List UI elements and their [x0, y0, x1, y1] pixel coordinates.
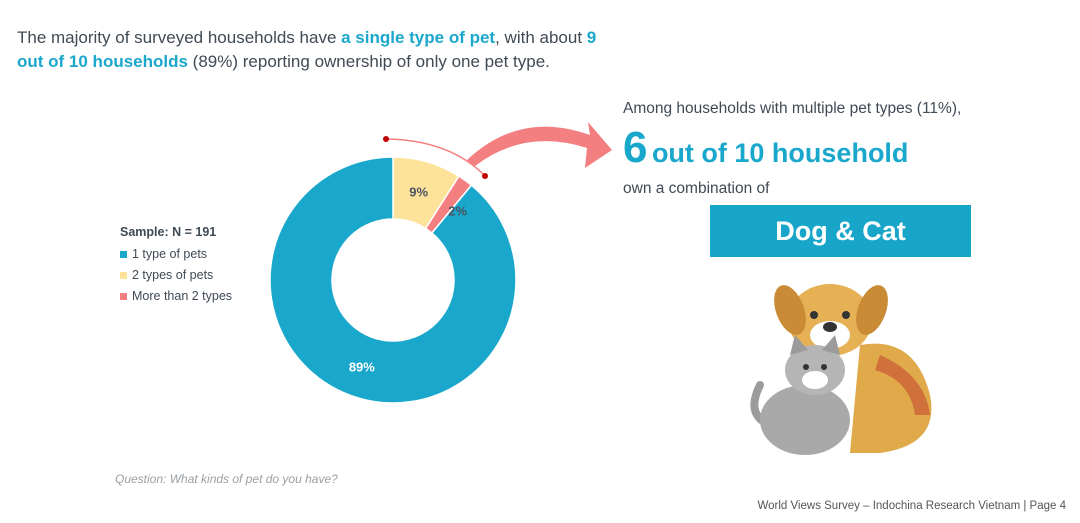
intro-text: The majority of surveyed households have… [17, 26, 597, 74]
legend-swatch [120, 292, 127, 300]
question-note: Question: What kinds of pet do you have? [115, 472, 338, 486]
connector-dot [383, 136, 389, 142]
legend-item: More than 2 types [120, 289, 232, 303]
sample-size: Sample: N = 191 [120, 225, 217, 239]
intro-highlight: 9 out of 10 households [17, 28, 597, 71]
connector-dot [482, 173, 488, 179]
legend-swatch [120, 250, 127, 258]
dog-cat-banner: Dog & Cat [710, 205, 971, 257]
legend-item: 1 type of pets [120, 247, 232, 261]
intro-part: The majority of surveyed households have [17, 28, 342, 47]
intro-part: (89%) reporting ownership of only one pe… [187, 52, 550, 71]
data-label: 2% [448, 203, 467, 218]
connector-arc [385, 138, 486, 177]
intro-part: , with about [495, 28, 587, 47]
data-label: 89% [349, 360, 375, 375]
intro-highlight: a single type of pet [341, 28, 496, 47]
legend-swatch [120, 271, 127, 279]
legend-label: 1 type of pets [132, 247, 208, 261]
callout-sub: own a combination of [623, 180, 770, 197]
arrow-icon [467, 122, 612, 168]
callout-headline: 6 out of 10 household [623, 123, 908, 173]
legend-item: 2 types of pets [120, 268, 232, 282]
legend-label: More than 2 types [132, 289, 233, 303]
callout-intro: Among households with multiple pet types… [623, 100, 962, 117]
callout-number: 6 [623, 123, 648, 172]
data-label: 9% [409, 185, 428, 200]
page-footer: World Views Survey – Indochina Research … [757, 500, 1066, 512]
donut-slice [269, 156, 517, 404]
callout-rest: out of 10 household [651, 138, 909, 168]
chart-legend: Sample: N = 191 1 type of pets 2 types o… [120, 225, 232, 310]
dog-and-cat-illustration [750, 284, 932, 455]
legend-label: 2 types of pets [132, 268, 214, 282]
